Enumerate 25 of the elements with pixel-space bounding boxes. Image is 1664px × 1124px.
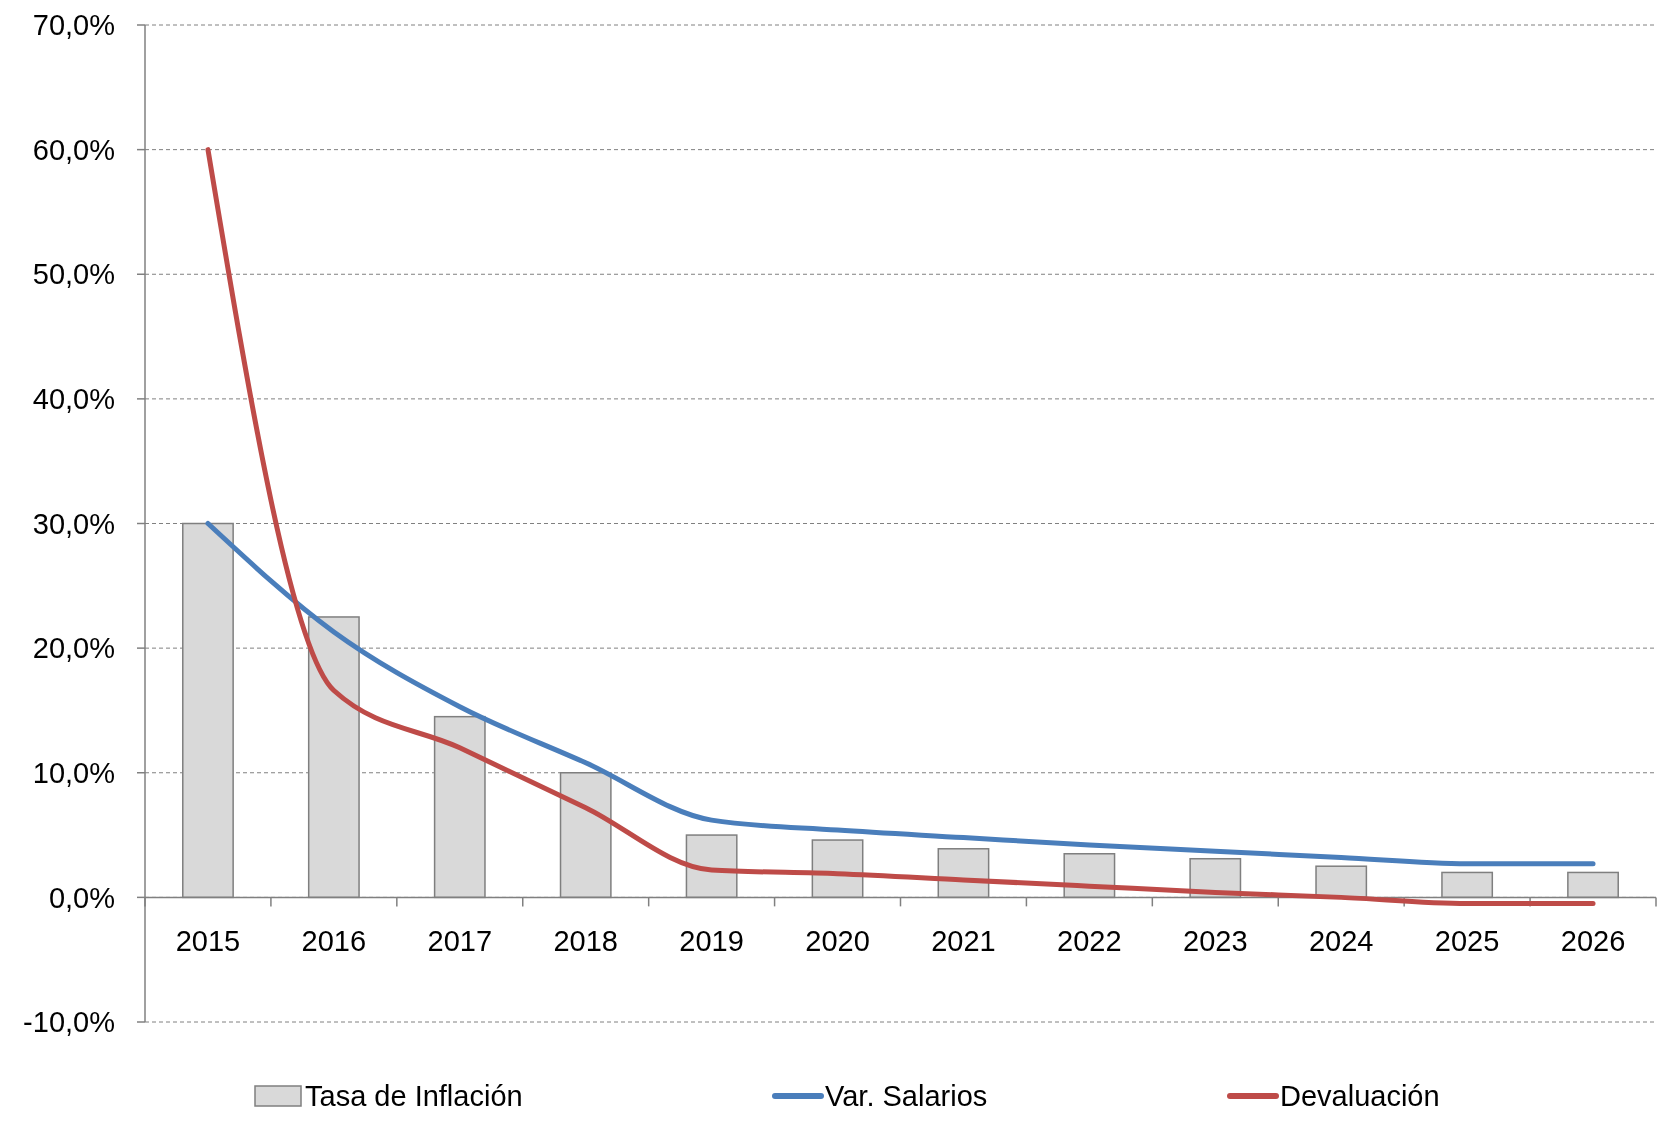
x-tick-label: 2024 (1308, 925, 1374, 958)
x-tick-label: 2025 (1434, 925, 1500, 958)
x-tick-label: 2018 (553, 925, 618, 958)
legend-label: Devaluación (1280, 1080, 1440, 1113)
y-tick-label: 10,0% (32, 756, 115, 789)
y-tick-label: -10,0% (23, 1006, 115, 1039)
x-tick-label: 2015 (175, 925, 241, 958)
y-tick-label: 50,0% (32, 258, 115, 291)
legend-label: Var. Salarios (825, 1080, 988, 1113)
legend-label: Tasa de Inflación (305, 1080, 523, 1113)
y-tick-label: 20,0% (32, 632, 115, 665)
x-tick-label: 2026 (1560, 925, 1626, 958)
y-tick-label: 0,0% (48, 881, 115, 914)
x-tick-label: 2023 (1183, 925, 1248, 958)
x-tick-label: 2022 (1057, 925, 1122, 958)
x-tick-label: 2016 (301, 925, 367, 958)
x-tick-label: 2017 (427, 925, 493, 958)
y-tick-label: 30,0% (32, 507, 115, 540)
y-tick-label: 70,0% (32, 9, 115, 42)
x-tick-label: 2021 (931, 925, 996, 958)
bar (1315, 865, 1368, 899)
x-tick-label: 2020 (805, 925, 870, 958)
y-tick-label: 40,0% (32, 383, 115, 416)
x-tick-label: 2019 (679, 925, 744, 958)
y-tick-label: 60,0% (32, 133, 115, 166)
